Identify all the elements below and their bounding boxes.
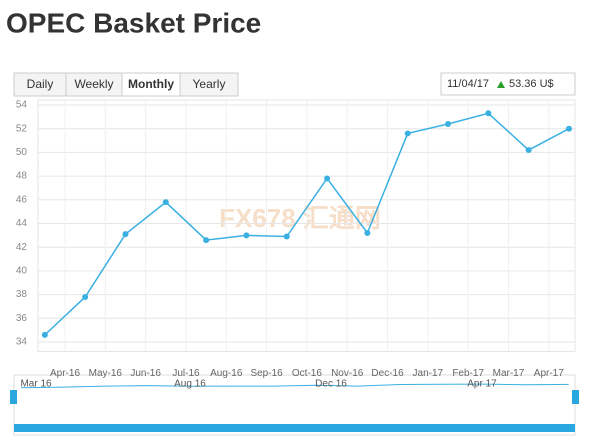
y-tick-label: 38 bbox=[16, 289, 28, 300]
navigator-line bbox=[21, 383, 569, 389]
data-point bbox=[243, 232, 250, 239]
x-tick-label: Apr-16 bbox=[50, 368, 80, 379]
info-date: 11/04/17 bbox=[447, 78, 489, 90]
range-button-label[interactable]: Monthly bbox=[128, 77, 174, 91]
x-tick-label: Jul-16 bbox=[172, 368, 200, 379]
y-tick-label: 34 bbox=[16, 337, 28, 348]
x-tick-label: Feb-17 bbox=[452, 368, 484, 379]
y-tick-label: 52 bbox=[16, 123, 28, 134]
y-tick-label: 42 bbox=[16, 242, 28, 253]
range-button-label[interactable]: Weekly bbox=[74, 77, 113, 91]
y-tick-label: 46 bbox=[16, 194, 28, 205]
x-tick-label: Apr-17 bbox=[534, 368, 564, 379]
x-tick-label: Jun-16 bbox=[130, 368, 161, 379]
data-point bbox=[162, 199, 169, 206]
y-tick-label: 40 bbox=[16, 266, 28, 277]
navigator-label: Mar 16 bbox=[20, 379, 52, 390]
x-tick-label: Mar-17 bbox=[493, 368, 525, 379]
y-tick-label: 54 bbox=[16, 100, 28, 111]
page-title: OPEC Basket Price bbox=[6, 7, 261, 38]
data-point bbox=[445, 120, 452, 127]
data-point bbox=[122, 231, 129, 238]
data-point bbox=[525, 147, 532, 154]
range-button[interactable] bbox=[179, 72, 239, 97]
navigator-handle[interactable] bbox=[572, 390, 579, 404]
x-tick-label: Sep-16 bbox=[250, 368, 283, 379]
x-tick-label: Jan-17 bbox=[413, 368, 444, 379]
x-tick-label: Nov-16 bbox=[331, 368, 364, 379]
data-point bbox=[404, 130, 411, 137]
data-point bbox=[283, 233, 290, 240]
data-point bbox=[82, 293, 89, 300]
range-button-label[interactable]: Daily bbox=[27, 77, 54, 91]
info-price: 53.36 U$ bbox=[509, 78, 554, 90]
navigator-scrollbar[interactable] bbox=[14, 424, 575, 432]
range-button-label[interactable]: Yearly bbox=[193, 77, 226, 91]
x-tick-label: Dec-16 bbox=[371, 368, 404, 379]
data-point bbox=[41, 331, 48, 338]
navigator-handle[interactable] bbox=[10, 390, 17, 404]
range-buttons: Daily Weekly Monthly Yearly bbox=[13, 72, 239, 97]
y-tick-label: 44 bbox=[16, 218, 28, 229]
data-point bbox=[565, 125, 572, 132]
x-tick-label: May-16 bbox=[89, 368, 123, 379]
data-point bbox=[324, 175, 331, 182]
up-arrow bbox=[497, 81, 505, 88]
info-box bbox=[440, 72, 576, 96]
data-point bbox=[485, 110, 492, 117]
navigator-label: Aug 16 bbox=[174, 379, 206, 390]
y-tick-label: 48 bbox=[16, 171, 28, 182]
data-point bbox=[203, 237, 210, 244]
navigator-label: Apr 17 bbox=[467, 379, 497, 390]
y-tick-label: 50 bbox=[16, 147, 28, 158]
data-point bbox=[364, 229, 371, 236]
data-line bbox=[44, 112, 570, 336]
x-tick-label: Aug-16 bbox=[210, 368, 243, 379]
navigator-label: Dec 16 bbox=[315, 379, 347, 390]
y-tick-label: 36 bbox=[16, 313, 28, 324]
x-tick-label: Oct-16 bbox=[292, 368, 322, 379]
